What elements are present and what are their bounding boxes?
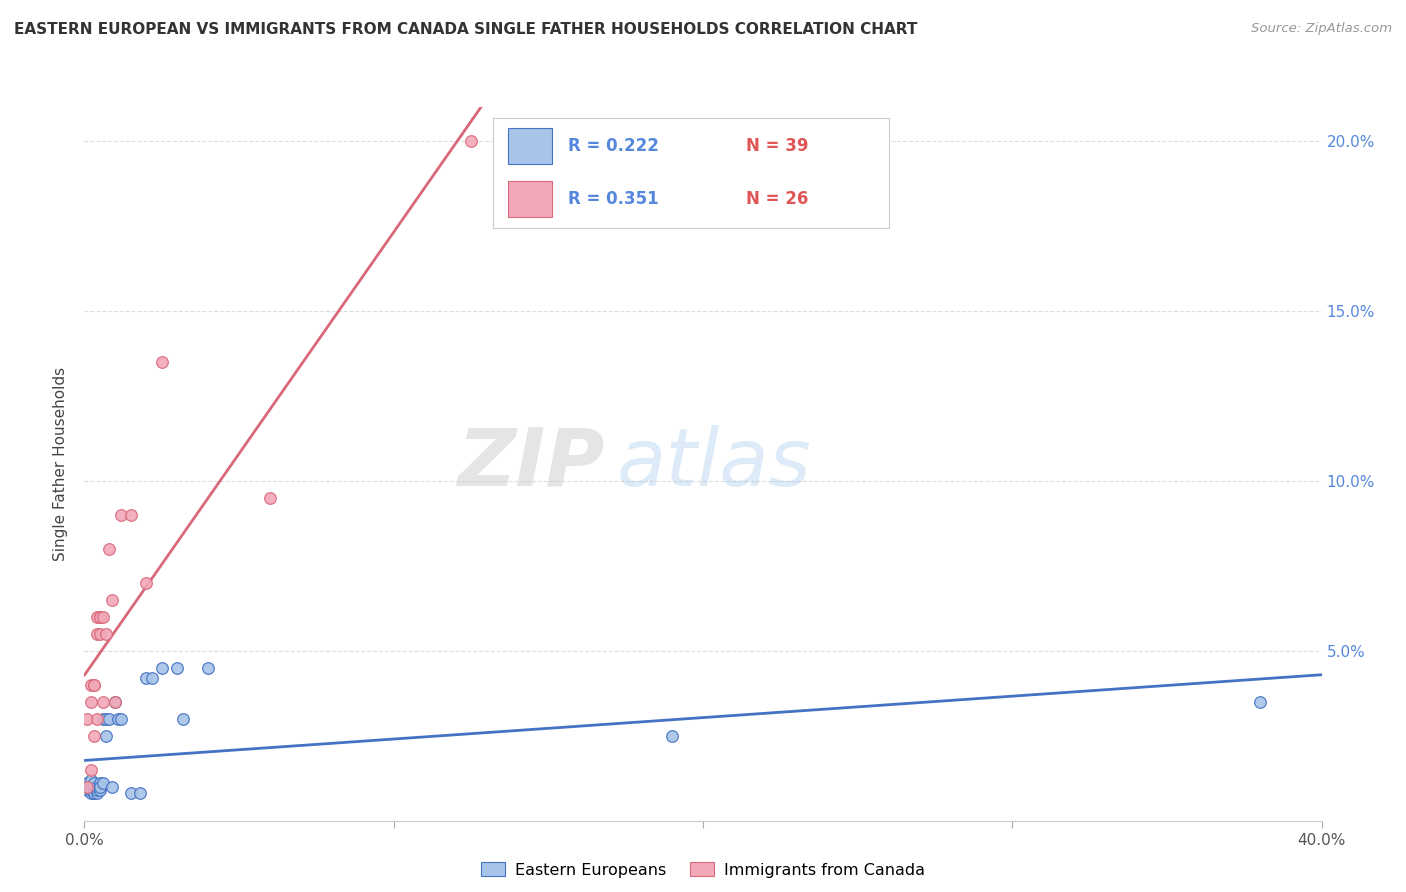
Point <box>89 780 111 794</box>
Point <box>107 712 129 726</box>
Point <box>89 783 111 797</box>
Point <box>104 695 127 709</box>
Point <box>91 776 114 790</box>
Point <box>110 712 132 726</box>
Point <box>89 626 111 640</box>
Point <box>76 780 98 794</box>
Point <box>135 671 157 685</box>
Point <box>89 609 111 624</box>
Point <box>83 776 105 790</box>
Point <box>79 678 101 692</box>
Legend: Eastern Europeans, Immigrants from Canada: Eastern Europeans, Immigrants from Canad… <box>475 855 931 884</box>
Point <box>120 787 142 801</box>
Point <box>76 780 98 794</box>
Point <box>197 661 219 675</box>
Point <box>83 787 105 801</box>
Point <box>166 661 188 675</box>
Point <box>79 772 101 787</box>
Point <box>79 780 101 794</box>
Point <box>150 355 173 369</box>
Point <box>79 787 101 801</box>
Point <box>86 609 108 624</box>
Point <box>76 776 98 790</box>
Point <box>83 780 105 794</box>
Point <box>141 671 163 685</box>
Point <box>89 776 111 790</box>
Point <box>91 609 114 624</box>
Point <box>79 763 101 777</box>
Point <box>101 592 124 607</box>
Text: EASTERN EUROPEAN VS IMMIGRANTS FROM CANADA SINGLE FATHER HOUSEHOLDS CORRELATION : EASTERN EUROPEAN VS IMMIGRANTS FROM CANA… <box>14 22 918 37</box>
Point <box>460 134 482 148</box>
Point <box>135 575 157 590</box>
Y-axis label: Single Father Households: Single Father Households <box>53 367 69 561</box>
Point <box>86 787 108 801</box>
Point <box>172 712 194 726</box>
Point <box>101 780 124 794</box>
Point <box>150 661 173 675</box>
Point <box>120 508 142 522</box>
Point <box>91 712 114 726</box>
Point <box>98 541 121 556</box>
Point <box>76 783 98 797</box>
Point <box>89 609 111 624</box>
Text: atlas: atlas <box>616 425 811 503</box>
Point <box>83 678 105 692</box>
Point <box>86 626 108 640</box>
Point <box>89 780 111 794</box>
Point <box>94 712 117 726</box>
Point <box>83 729 105 743</box>
Point <box>104 695 127 709</box>
Point <box>79 783 101 797</box>
Point <box>83 787 105 801</box>
Point <box>94 626 117 640</box>
Point <box>94 729 117 743</box>
Text: Source: ZipAtlas.com: Source: ZipAtlas.com <box>1251 22 1392 36</box>
Point <box>86 780 108 794</box>
Text: ZIP: ZIP <box>457 425 605 503</box>
Point <box>86 783 108 797</box>
Point <box>79 695 101 709</box>
Point <box>110 508 132 522</box>
Point <box>129 787 152 801</box>
Point <box>1249 695 1271 709</box>
Point <box>76 712 98 726</box>
Point <box>91 695 114 709</box>
Point <box>86 780 108 794</box>
Point <box>86 712 108 726</box>
Point <box>661 729 683 743</box>
Point <box>259 491 281 505</box>
Point <box>83 783 105 797</box>
Point <box>98 712 121 726</box>
Point <box>83 678 105 692</box>
